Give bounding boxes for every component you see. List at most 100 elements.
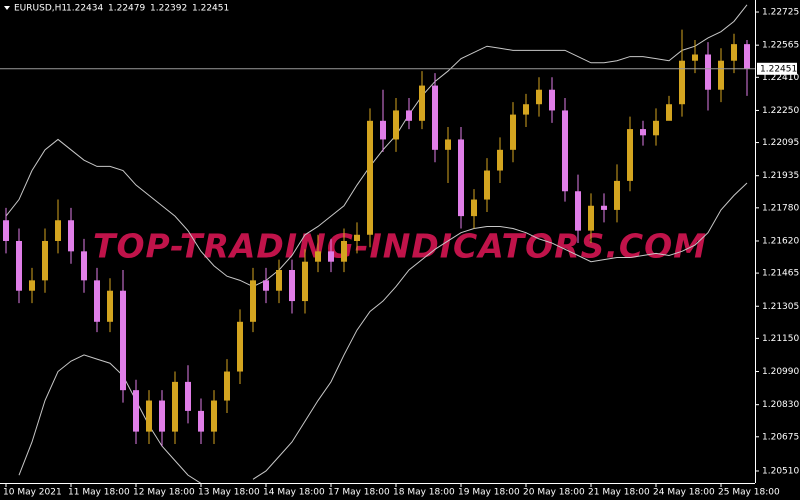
candle-body (653, 120, 659, 136)
y-tick-label: 1.21150 (762, 334, 799, 344)
candle-body (120, 290, 126, 391)
y-tick-label: 1.22725 (762, 8, 799, 18)
candle-body (68, 220, 74, 252)
candle-body (224, 371, 230, 401)
candle-body (549, 89, 555, 111)
candle-body (406, 110, 412, 121)
candle-body (601, 205, 607, 210)
candle-body (432, 85, 438, 150)
candle-body (198, 410, 204, 432)
y-tick-label: 1.20830 (762, 400, 799, 410)
candle-body (289, 269, 295, 302)
candle-body (172, 381, 178, 432)
y-tick-label: 1.21780 (762, 203, 799, 213)
candle-body (42, 240, 48, 281)
candle-body (536, 89, 542, 105)
candle-body (3, 220, 9, 241)
candle-body (575, 191, 581, 231)
candle-body (302, 261, 308, 302)
overlay: EURUSD,H1 1.22434 1.22479 1.22392 1.22451 (4, 4, 229, 14)
y-tick-label: 1.21935 (762, 171, 799, 181)
candle-body (276, 269, 282, 291)
candle-body (81, 251, 87, 281)
y-tick-label: 1.21305 (762, 302, 799, 312)
x-tick-label: 11 May 18:00 (68, 488, 130, 498)
candle-body (731, 44, 737, 61)
x-tick-label: 17 May 18:00 (328, 488, 390, 498)
candle-body (705, 54, 711, 90)
y-tick-label: 1.22565 (762, 41, 799, 51)
header-price: 1.22479 (108, 4, 145, 14)
current-price-label: 1.22451 (760, 64, 797, 74)
candle-body (250, 280, 256, 322)
candle-body (497, 149, 503, 171)
x-tick-label: 24 May 18:00 (653, 488, 715, 498)
y-tick-label: 1.21465 (762, 269, 799, 279)
y-tick-label: 1.20675 (762, 432, 799, 442)
candle-body (263, 280, 269, 291)
header-price: 1.22434 (66, 4, 103, 14)
x-tick-label: 19 May 18:00 (458, 488, 520, 498)
candle-body (94, 280, 100, 322)
candle-body (614, 180, 620, 210)
header-price: 1.22451 (192, 4, 229, 14)
candle-body (133, 390, 139, 432)
candle-body (588, 205, 594, 231)
candle-body (107, 290, 113, 322)
candle-body (510, 114, 516, 150)
candle-body (393, 110, 399, 140)
candle-body (380, 120, 386, 140)
candle-body (237, 321, 243, 372)
x-tick-label: 14 May 18:00 (263, 488, 325, 498)
candle-body (627, 129, 633, 181)
candle-body (523, 104, 529, 115)
y-tick-label: 1.22410 (762, 73, 799, 83)
band-line (18, 182, 748, 483)
candle-body (419, 85, 425, 121)
symbol-label: EURUSD,H1 (14, 4, 67, 14)
candle-body (744, 44, 750, 69)
x-tick-label: 13 May 18:00 (198, 488, 260, 498)
y-tick-label: 1.22250 (762, 106, 799, 116)
candle-body (471, 199, 477, 217)
candle-body (679, 60, 685, 105)
header-price: 1.22392 (150, 4, 187, 14)
candle-body (458, 139, 464, 217)
current-price-box (757, 62, 797, 75)
plot-area: TOP-TRADING-INDICATORS.COM (0, 4, 755, 483)
candle-body (666, 104, 672, 121)
candle-body (328, 251, 334, 262)
candle-body (718, 60, 724, 90)
watermark: TOP-TRADING-INDICATORS.COM (93, 227, 707, 266)
candle-body (159, 400, 165, 432)
candle-body (211, 400, 217, 432)
candle-body (484, 170, 490, 200)
y-tick-label: 1.21620 (762, 236, 799, 246)
x-tick-label: 21 May 18:00 (588, 488, 650, 498)
candle-body (315, 251, 321, 262)
band-line (5, 4, 748, 288)
y-tick-label: 1.20510 (762, 466, 799, 476)
y-tick-label: 1.22095 (762, 138, 799, 148)
candle-body (29, 280, 35, 291)
x-tick-label: 12 May 18:00 (133, 488, 195, 498)
candle-body (640, 129, 646, 136)
x-tick-label: 25 May 18:00 (718, 488, 780, 498)
candle-body (692, 54, 698, 61)
candle-body (367, 120, 373, 235)
candle-body (55, 220, 61, 241)
candle-body (16, 240, 22, 291)
candle-body (341, 240, 347, 262)
x-tick-label: 20 May 18:00 (523, 488, 585, 498)
x-tick-label: 10 May 2021 (3, 488, 62, 498)
candle-body (354, 234, 360, 241)
y-tick-label: 1.20990 (762, 367, 799, 377)
candle-body (185, 381, 191, 411)
x-tick-label: 18 May 18:00 (393, 488, 455, 498)
menu-arrow (4, 6, 10, 10)
candle-body (562, 110, 568, 192)
candle-body (445, 139, 451, 150)
candle-body (146, 400, 152, 432)
